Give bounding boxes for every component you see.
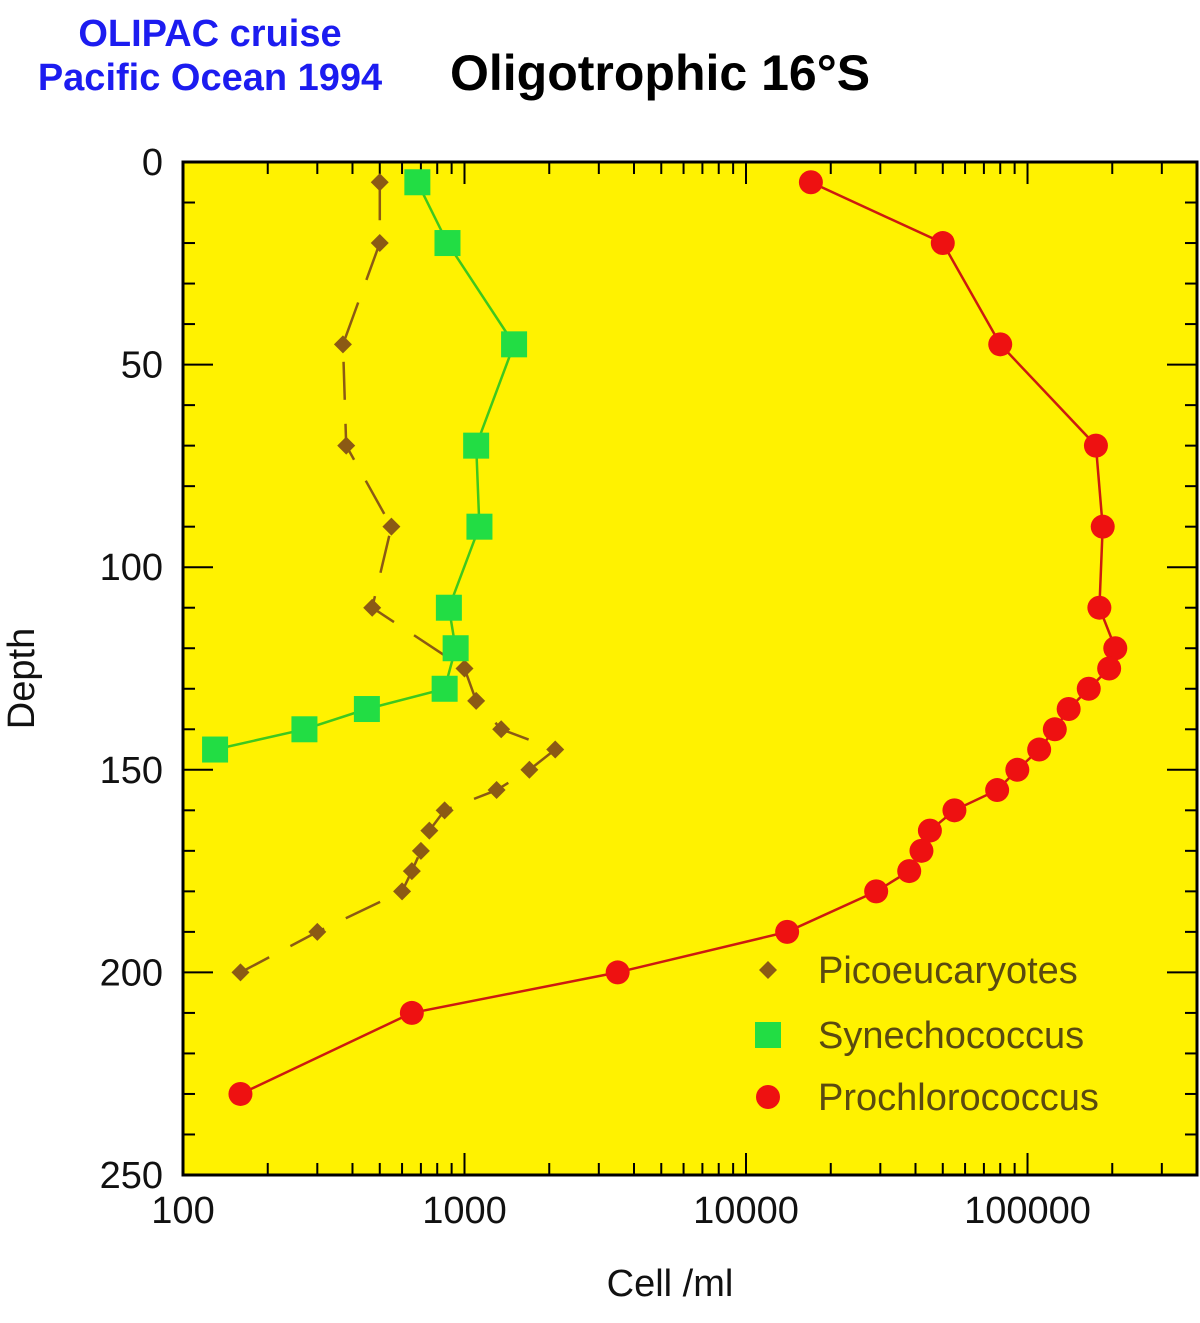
legend-marker	[756, 1085, 780, 1109]
y-tick-label: 100	[100, 547, 163, 589]
data-point-prochlorococcus	[1087, 595, 1112, 620]
data-point-prochlorococcus	[605, 960, 630, 985]
data-point-picoeucaryotes	[370, 173, 389, 192]
legend-label: Prochlorococcus	[818, 1077, 1099, 1119]
x-axis-title: Cell /ml	[607, 1263, 734, 1305]
data-point-synechococcus	[435, 594, 462, 621]
data-point-prochlorococcus	[1103, 636, 1128, 661]
data-point-prochlorococcus	[1042, 717, 1067, 742]
plot-area	[183, 162, 1197, 1175]
data-point-picoeucaryotes	[393, 882, 412, 901]
data-point-prochlorococcus	[798, 170, 823, 195]
series-picoeucaryotes	[231, 173, 565, 982]
data-point-prochlorococcus	[1076, 676, 1101, 701]
data-point-picoeucaryotes	[411, 841, 430, 860]
data-point-picoeucaryotes	[337, 436, 356, 455]
legend-label: Synechococcus	[818, 1015, 1084, 1057]
data-point-prochlorococcus	[228, 1081, 253, 1106]
cruise-caption: OLIPAC cruise Pacific Ocean 1994	[10, 12, 410, 100]
data-point-prochlorococcus	[988, 332, 1013, 357]
legend-item-synechococcus: Synechococcus	[755, 1015, 1084, 1057]
data-point-picoeucaryotes	[402, 862, 421, 881]
y-tick-label: 50	[121, 345, 163, 387]
series-prochlorococcus	[228, 170, 1128, 1106]
cruise-caption-line-2: Pacific Ocean 1994	[37, 57, 383, 99]
data-point-synechococcus	[431, 675, 458, 702]
data-point-prochlorococcus	[1083, 433, 1108, 458]
legend-marker	[759, 961, 777, 979]
data-point-picoeucaryotes	[467, 691, 486, 710]
data-point-prochlorococcus	[864, 879, 889, 904]
legend-marker	[755, 1022, 781, 1048]
x-tick-label: 10000	[693, 1190, 799, 1232]
data-point-synechococcus	[291, 716, 318, 743]
data-point-picoeucaryotes	[363, 598, 382, 617]
data-point-picoeucaryotes	[435, 801, 454, 820]
data-point-picoeucaryotes	[308, 922, 327, 941]
data-point-picoeucaryotes	[370, 234, 389, 253]
plot-frame	[181, 160, 1199, 1177]
data-point-picoeucaryotes	[492, 720, 511, 739]
data-point-prochlorococcus	[1097, 656, 1122, 681]
data-point-picoeucaryotes	[455, 659, 474, 678]
data-point-synechococcus	[466, 513, 493, 540]
data-point-synechococcus	[442, 635, 469, 662]
data-point-synechococcus	[501, 331, 528, 358]
chart-title: Oligotrophic 16°S	[450, 45, 871, 101]
x-tick-label: 100	[151, 1190, 214, 1232]
data-point-prochlorococcus	[1005, 757, 1030, 782]
data-point-prochlorococcus	[399, 1000, 424, 1025]
data-point-prochlorococcus	[897, 859, 922, 884]
data-point-synechococcus	[202, 736, 229, 763]
y-tick-labels: 0 50 100 150 200 250	[100, 142, 163, 1197]
y-tick-label: 150	[100, 750, 163, 792]
data-point-prochlorococcus	[775, 919, 800, 944]
y-tick-label: 200	[100, 952, 163, 994]
x-tick-label: 1000	[422, 1190, 507, 1232]
data-point-picoeucaryotes	[520, 760, 539, 779]
data-point-picoeucaryotes	[231, 963, 250, 982]
data-point-prochlorococcus	[1056, 697, 1081, 722]
data-point-synechococcus	[404, 169, 431, 196]
legend: Picoeucaryotes Synechococcus Prochlorococc…	[755, 950, 1099, 1119]
data-point-synechococcus	[463, 432, 490, 459]
x-tick-label: 100000	[964, 1190, 1091, 1232]
data-point-picoeucaryotes	[487, 781, 506, 800]
data-point-prochlorococcus	[917, 818, 942, 843]
data-point-picoeucaryotes	[382, 517, 401, 536]
series-layer	[202, 169, 1128, 1106]
y-tick-label: 0	[142, 142, 163, 184]
legend-item-prochlorococcus: Prochlorococcus	[756, 1077, 1099, 1119]
data-point-picoeucaryotes	[546, 740, 565, 759]
data-point-prochlorococcus	[909, 838, 934, 863]
data-point-picoeucaryotes	[333, 335, 352, 354]
data-point-synechococcus	[353, 696, 380, 723]
data-point-prochlorococcus	[985, 778, 1010, 803]
data-point-prochlorococcus	[942, 798, 967, 823]
legend-label: Picoeucaryotes	[818, 950, 1078, 992]
series-synechococcus	[202, 169, 528, 763]
y-axis-title: Depth	[1, 628, 43, 729]
data-point-prochlorococcus	[930, 231, 955, 256]
data-point-picoeucaryotes	[420, 821, 439, 840]
data-point-prochlorococcus	[1090, 514, 1115, 539]
cruise-caption-line-1: OLIPAC cruise	[78, 13, 342, 55]
y-tick-label: 250	[100, 1155, 163, 1197]
x-tick-labels: 100 1000 10000 100000	[151, 1190, 1091, 1232]
data-point-prochlorococcus	[1027, 737, 1052, 762]
legend-item-picoeucaryotes: Picoeucaryotes	[759, 950, 1078, 992]
data-point-synechococcus	[434, 230, 461, 257]
